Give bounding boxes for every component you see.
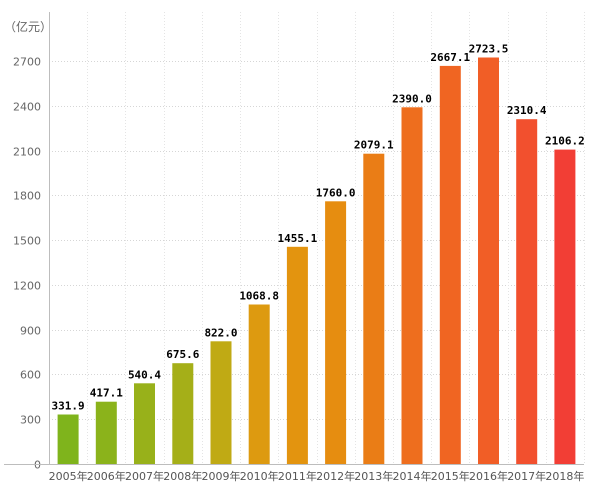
- x-tick-label: 2010年: [240, 469, 279, 483]
- x-tick-label: 2007年: [125, 469, 164, 483]
- bar: [172, 363, 194, 464]
- data-label: 1068.8: [239, 290, 279, 303]
- y-tick-label: 1500: [13, 235, 41, 248]
- bars: [57, 57, 576, 465]
- x-axis: 2005年 2006年 2007年 2008年 2009年 2010年 2011年 2012年…: [4, 464, 584, 483]
- gridlines: [49, 12, 585, 464]
- data-label: 540.4: [128, 368, 161, 381]
- data-label: 2390.0: [392, 92, 432, 105]
- y-tick-label: 1800: [13, 190, 41, 203]
- y-tick-label: 1200: [13, 280, 41, 293]
- bar: [95, 401, 117, 464]
- data-label: 417.1: [90, 387, 123, 400]
- bar: [134, 383, 155, 464]
- unit-label: （亿元）: [4, 19, 52, 34]
- data-label: 2106.2: [545, 135, 585, 148]
- x-tick-label: 2013年: [354, 469, 393, 483]
- x-tick-label: 2009年: [202, 469, 241, 483]
- bar: [439, 65, 461, 465]
- x-tick-label: 2006年: [87, 469, 126, 483]
- bar: [363, 153, 385, 464]
- data-labels: 331.9 417.1 540.4 675.6 822.0 1068.8 1455.1 176…: [50, 41, 586, 414]
- x-tick-label: 2015年: [431, 469, 470, 483]
- bar: [478, 57, 499, 464]
- bar: [401, 107, 423, 465]
- x-tick-label: 2018年: [545, 469, 584, 483]
- x-tick-label: 2008年: [163, 469, 202, 483]
- data-label: 2079.1: [354, 139, 394, 152]
- bar: [57, 414, 79, 464]
- y-tick-label: 900: [20, 325, 41, 338]
- x-tick-label: 2012年: [316, 469, 355, 483]
- y-tick-label: 600: [20, 369, 41, 382]
- y-tick-label: 300: [20, 414, 41, 427]
- bar: [210, 341, 232, 464]
- y-tick-label: 2100: [13, 146, 41, 159]
- x-tick-label: 2016年: [469, 469, 508, 483]
- data-label: 2310.4: [507, 104, 547, 117]
- data-label: 331.9: [52, 400, 85, 413]
- y-tick-label: 2700: [13, 56, 41, 69]
- data-label: 2667.1: [430, 51, 470, 64]
- data-label: 822.0: [204, 326, 237, 339]
- bar: [286, 246, 308, 464]
- bar: [554, 149, 576, 464]
- x-tick-label: 2017年: [507, 469, 546, 483]
- bar: [325, 201, 347, 465]
- data-label: 1455.1: [278, 232, 318, 245]
- x-tick-label: 2005年: [49, 469, 88, 483]
- x-tick-label: 2011年: [278, 469, 317, 483]
- x-tick-label: 2014年: [393, 469, 432, 483]
- data-label: 675.6: [166, 348, 199, 361]
- y-tick-label: 2400: [13, 101, 41, 114]
- y-axis: 0300600900120015001800210024002700: [13, 12, 50, 472]
- bar: [516, 119, 538, 464]
- data-label: 2723.5: [469, 43, 509, 56]
- bar: [248, 304, 270, 464]
- data-label: 1760.0: [316, 186, 356, 199]
